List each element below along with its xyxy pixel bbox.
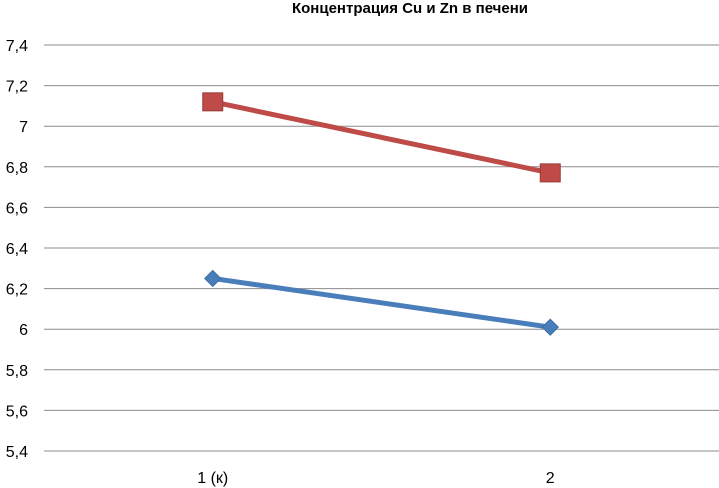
series-line bbox=[210, 99, 553, 176]
series-marker-square bbox=[539, 163, 561, 183]
y-tick-label: 5,6 bbox=[6, 403, 28, 420]
y-tick-label: 5,4 bbox=[6, 444, 28, 461]
y-tick-label: 5,8 bbox=[6, 363, 28, 380]
series-line bbox=[210, 275, 553, 330]
y-tick-label: 7 bbox=[19, 119, 28, 136]
y-tick-label: 6,8 bbox=[6, 160, 28, 177]
series-marker-diamond bbox=[541, 318, 559, 336]
x-axis-ticks: 1 (к) 2 bbox=[197, 470, 555, 487]
y-tick-label: 6,4 bbox=[6, 241, 28, 258]
y-axis-ticks: 5,4 5,6 5,8 6 6,2 6,4 6,6 6,8 7 7,2 7,4 bbox=[6, 38, 28, 461]
y-tick-label: 7,4 bbox=[6, 38, 28, 55]
y-tick-label: 6,6 bbox=[6, 200, 28, 217]
chart-title: Концентрация Cu и Zn в печени bbox=[292, 0, 528, 17]
series-marker-diamond bbox=[204, 269, 222, 288]
y-tick-label: 7,2 bbox=[6, 79, 28, 96]
y-tick-label: 6 bbox=[19, 322, 28, 339]
x-tick-label: 1 (к) bbox=[197, 470, 228, 487]
x-tick-label: 2 bbox=[546, 470, 555, 487]
y-tick-label: 6,2 bbox=[6, 282, 28, 299]
gridlines bbox=[44, 44, 719, 452]
series bbox=[202, 92, 561, 336]
series-marker-square bbox=[202, 92, 224, 112]
